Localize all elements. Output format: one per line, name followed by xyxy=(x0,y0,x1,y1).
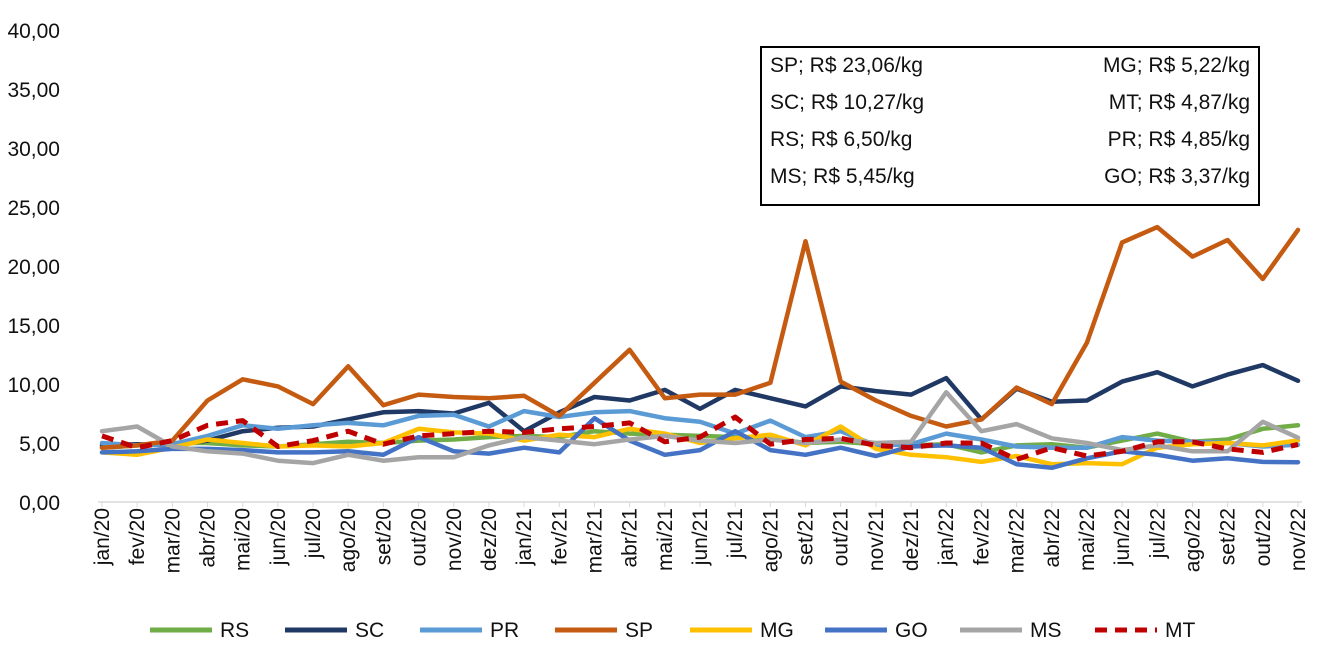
legend-label-mg: MG xyxy=(760,619,794,642)
x-tick-label: set/21 xyxy=(795,508,818,565)
x-tick-label: jan/21 xyxy=(513,508,536,566)
series-line-sp xyxy=(99,224,1301,450)
x-tick-label: mai/21 xyxy=(654,508,677,571)
annotation-left-4: MS; R$ 5,45/kg xyxy=(770,165,915,188)
x-tick-label: jul/20 xyxy=(302,508,325,559)
series-line-ms xyxy=(99,390,1301,466)
x-tick-label: abr/22 xyxy=(1041,508,1064,568)
legend-label-sc: SC xyxy=(355,619,384,642)
legend-label-ms: MS xyxy=(1030,619,1062,642)
annotation-left-1: SP; R$ 23,06/kg xyxy=(770,54,923,77)
x-tick-label: jun/21 xyxy=(689,508,712,566)
annotation-right-3: PR; R$ 4,85/kg xyxy=(1107,128,1250,151)
series-line-sc xyxy=(99,362,1301,448)
x-tick-label: set/22 xyxy=(1217,508,1240,565)
annotation-right-4: GO; R$ 3,37/kg xyxy=(1104,165,1250,188)
annotation-right-2: MT; R$ 4,87/kg xyxy=(1108,91,1250,114)
series-line-mg xyxy=(99,424,1301,467)
x-tick-label: ago/22 xyxy=(1181,508,1204,572)
x-tick-label: fev/22 xyxy=(970,508,993,565)
x-tick-label: dez/21 xyxy=(900,508,923,571)
x-tick-label: jul/21 xyxy=(724,508,747,559)
x-tick-label: mai/22 xyxy=(1076,508,1099,571)
x-tick-label: fev/21 xyxy=(548,508,571,565)
x-tick-label: abr/21 xyxy=(619,508,642,568)
price-annotation-box: SP; R$ 23,06/kg SC; R$ 10,27/kg RS; R$ 6… xyxy=(760,46,1260,206)
y-tick-label: 25,00 xyxy=(7,197,60,220)
y-tick-label: 35,00 xyxy=(7,79,60,102)
legend-label-go: GO xyxy=(895,619,928,642)
x-tick-label: nov/20 xyxy=(443,508,466,571)
y-tick-label: 30,00 xyxy=(7,138,60,161)
x-tick-label: ago/20 xyxy=(337,508,360,572)
y-tick-label: 15,00 xyxy=(7,315,60,338)
annotation-right-1: MG; R$ 5,22/kg xyxy=(1102,54,1250,77)
x-tick-label: mar/21 xyxy=(583,508,606,573)
x-tick-label: jun/20 xyxy=(267,508,290,566)
x-tick-label: ago/21 xyxy=(759,508,782,572)
y-tick-label: 40,00 xyxy=(7,20,60,43)
x-tick-label: out/22 xyxy=(1252,508,1275,566)
x-tick-label: jan/22 xyxy=(935,508,958,566)
x-tick-label: mai/20 xyxy=(232,508,255,571)
x-tick-label: fev/20 xyxy=(126,508,149,565)
x-tick-label: jul/22 xyxy=(1146,508,1169,559)
annotation-left-2: SC; R$ 10,27/kg xyxy=(770,91,925,114)
legend-label-rs: RS xyxy=(220,619,249,642)
x-tick-label: abr/20 xyxy=(197,508,220,568)
x-tick-label: jan/20 xyxy=(91,508,114,566)
x-tick-label: jun/22 xyxy=(1111,508,1134,566)
x-tick-label: out/20 xyxy=(408,508,431,566)
legend-label-pr: PR xyxy=(490,619,519,642)
annotation-left-3: RS; R$ 6,50/kg xyxy=(770,128,913,151)
x-tick-label: mar/22 xyxy=(1006,508,1029,573)
x-tick-label: mar/20 xyxy=(161,508,184,573)
y-tick-label: 5,00 xyxy=(19,433,60,456)
x-tick-label: set/20 xyxy=(372,508,395,565)
y-tick-label: 20,00 xyxy=(7,256,60,279)
legend-label-mt: MT xyxy=(1165,619,1195,642)
x-tick-label: nov/22 xyxy=(1287,508,1310,571)
y-tick-label: 10,00 xyxy=(7,374,60,397)
y-tick-label: 0,00 xyxy=(19,492,60,515)
x-tick-label: out/21 xyxy=(830,508,853,566)
x-tick-label: nov/21 xyxy=(865,508,888,571)
series-line-mt xyxy=(101,414,1299,462)
x-tick-label: dez/20 xyxy=(478,508,501,571)
legend-label-sp: SP xyxy=(625,619,653,642)
